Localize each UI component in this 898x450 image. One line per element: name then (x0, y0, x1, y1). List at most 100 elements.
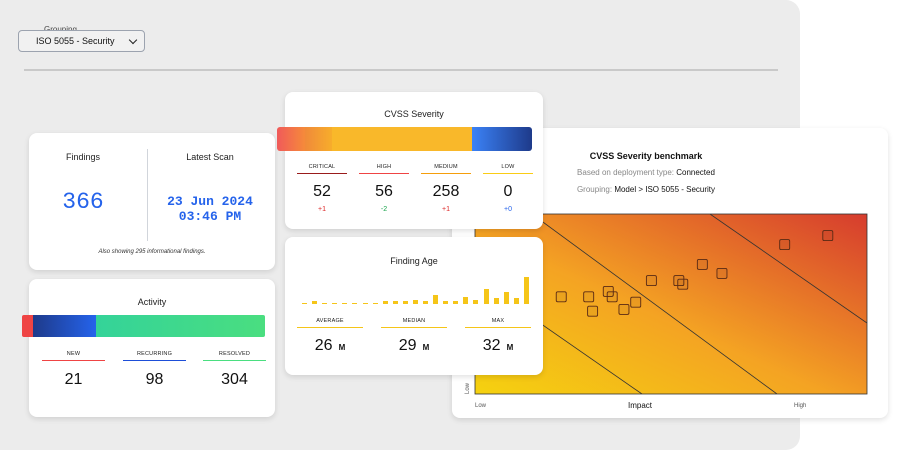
finding-age-bar (433, 295, 439, 304)
grouping-label: Grouping (44, 25, 77, 34)
cvss-high-delta: -2 (380, 206, 388, 213)
cvss-medium-delta: +1 (442, 206, 450, 213)
age-max: 32 M (465, 337, 531, 355)
activity-resolved-label: RESOLVED (218, 351, 251, 357)
finding-age-bar (412, 299, 418, 304)
cvss-medium-line (421, 173, 471, 174)
benchmark-point[interactable] (618, 303, 630, 315)
cvss-medium-value: 258 (432, 183, 460, 200)
grouping-select-value: ISO 5055 - Security (36, 36, 115, 46)
findings-divider (147, 149, 148, 241)
finding-age-bar (493, 298, 499, 304)
benchmark-point[interactable] (696, 258, 708, 270)
finding-age-bar (473, 299, 479, 304)
age-median: 29 M (381, 337, 447, 355)
activity-bar-new (22, 315, 33, 337)
finding-age-bar (453, 301, 459, 304)
benchmark-point[interactable] (583, 291, 595, 303)
findings-count: 366 (62, 189, 104, 215)
finding-age-bar (513, 298, 519, 304)
cvss-high-value: 56 (375, 183, 393, 200)
finding-age-bar (402, 301, 408, 304)
finding-age-bar (312, 301, 318, 304)
benchmark-grouping-prefix: Grouping: (576, 185, 615, 194)
benchmark-threshold-line-2 (531, 214, 778, 394)
cvss-low-label: LOW (501, 164, 515, 170)
benchmark-x-low: Low (475, 403, 487, 409)
cvss-critical-delta: +1 (318, 206, 326, 213)
finding-age-bar (382, 301, 388, 304)
benchmark-threshold-line-3 (709, 214, 867, 324)
age-max-line (465, 327, 531, 328)
activity-recurring-value: 98 (145, 371, 164, 388)
finding-age-card: Finding Age AVERAGE 26 M MEDIAN 29 M MAX 3… (285, 237, 543, 375)
cvss-critical-value: 52 (313, 183, 331, 200)
benchmark-grouping: Grouping: Model > ISO 5055 - Security (540, 185, 752, 194)
activity-bar-recurring (33, 315, 96, 337)
cvss-critical-label: CRITICAL (308, 164, 336, 170)
latest-scan-date: 23 Jun 2024 (167, 194, 253, 209)
benchmark-grouping-value: Model > ISO 5055 - Security (614, 185, 716, 194)
findings-card: Findings 366 Latest Scan 23 Jun 2024 03:… (29, 133, 275, 270)
benchmark-point[interactable] (587, 305, 599, 317)
activity-recurring-line (123, 360, 186, 361)
activity-resolved-line (203, 360, 266, 361)
finding-age-bar (423, 301, 429, 304)
activity-new-value: 21 (64, 371, 83, 388)
finding-age-bar (342, 303, 348, 304)
activity-bar (22, 315, 265, 337)
header-divider (24, 69, 778, 71)
age-average: 26 M (297, 337, 363, 355)
finding-age-bar (332, 302, 338, 304)
cvss-bar-low (472, 127, 532, 151)
age-average-value: 26 (314, 337, 333, 354)
finding-age-bar (463, 296, 469, 304)
finding-age-bar (362, 303, 368, 304)
age-median-label: MEDIAN (402, 318, 426, 324)
grouping-select[interactable]: ISO 5055 - Security (18, 30, 145, 52)
finding-age-title: Finding Age (390, 256, 438, 266)
benchmark-point[interactable] (630, 296, 642, 308)
activity-recurring-label: RECURRING (136, 351, 173, 357)
benchmark-point[interactable] (677, 278, 689, 290)
finding-age-bar (503, 292, 509, 304)
benchmark-point[interactable] (645, 275, 657, 287)
finding-age-bar (352, 302, 358, 304)
cvss-bar-medium (332, 127, 472, 151)
age-median-value: 29 (398, 337, 417, 354)
benchmark-point[interactable] (779, 239, 791, 251)
age-max-value: 32 (482, 337, 501, 354)
findings-title: Findings (65, 152, 101, 162)
benchmark-title: CVSS Severity benchmark (589, 151, 703, 161)
latest-scan-time: 03:46 PM (178, 209, 242, 224)
cvss-low-value: 0 (503, 183, 513, 200)
finding-age-bar (372, 302, 378, 304)
age-average-unit: M (338, 343, 346, 352)
finding-age-bar (523, 277, 529, 304)
cvss-medium-label: MEDIUM (434, 164, 458, 170)
cvss-critical-line (297, 173, 347, 174)
benchmark-point[interactable] (673, 275, 685, 287)
benchmark-x-label: Impact (628, 401, 653, 410)
finding-age-bar (392, 301, 398, 304)
benchmark-x-high: High (794, 403, 806, 409)
benchmark-point[interactable] (716, 267, 728, 279)
activity-bar-resolved (96, 315, 265, 337)
activity-resolved-value: 304 (221, 371, 248, 388)
cvss-bar-critical (277, 127, 305, 151)
age-max-unit: M (506, 343, 514, 352)
benchmark-point[interactable] (606, 291, 618, 303)
age-median-unit: M (422, 343, 430, 352)
finding-age-bar (443, 301, 449, 304)
age-average-label: AVERAGE (316, 318, 344, 324)
cvss-high-label: HIGH (376, 164, 392, 170)
finding-age-bar (322, 302, 328, 304)
benchmark-point[interactable] (555, 291, 567, 303)
benchmark-point[interactable] (822, 230, 834, 242)
cvss-low-line (483, 173, 533, 174)
age-median-line (381, 327, 447, 328)
activity-new-label: NEW (66, 351, 81, 357)
latest-scan-title: Latest Scan (186, 152, 234, 162)
finding-age-bar (302, 302, 307, 304)
cvss-low-delta: +0 (504, 206, 512, 213)
